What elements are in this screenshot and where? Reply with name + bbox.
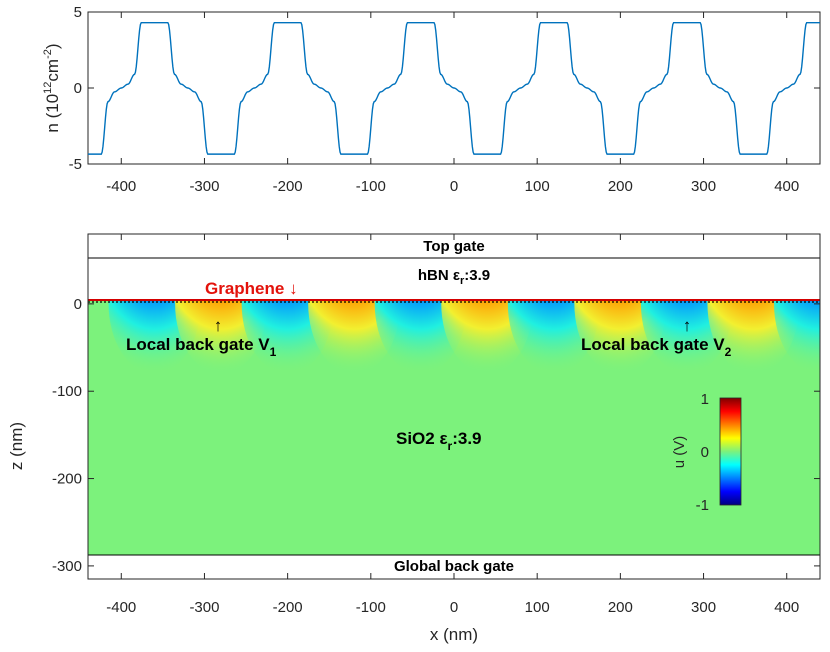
density-y-ticks: -5 0 5 xyxy=(69,4,820,173)
local-gate-1-label: Local back gate V1 xyxy=(126,335,277,359)
potential-x-tick-label: 0 xyxy=(450,599,458,616)
density-x-tick-label: 200 xyxy=(608,178,633,195)
density-series-line xyxy=(88,21,820,155)
potential-y-tick-label: -100 xyxy=(52,383,82,400)
potential-x-tick-label: -400 xyxy=(106,599,136,616)
local-gate-2-arrow: ↑ xyxy=(683,316,692,335)
density-x-tick-label: -100 xyxy=(356,178,386,195)
potential-x-tick-label: -200 xyxy=(273,599,303,616)
colorbar-tick-max: 1 xyxy=(701,391,709,408)
potential-x-tick-label: 100 xyxy=(525,599,550,616)
potential-y-tick-label: -200 xyxy=(52,471,82,488)
potential-x-tick-label: 300 xyxy=(691,599,716,616)
colorbar-tick-min: -1 xyxy=(696,497,709,514)
density-x-tick-label: 100 xyxy=(525,178,550,195)
density-plot: -400 -300 -200 -100 0 100 200 300 400 -5 0 5 n (10… xyxy=(42,4,821,195)
graphene-label: Graphene ↓ xyxy=(205,279,298,298)
potential-x-tick-label: -100 xyxy=(356,599,386,616)
density-y-tick-label: 0 xyxy=(74,80,82,97)
density-y-tick-label: 5 xyxy=(74,4,82,21)
colorbar-label: u (V) xyxy=(671,436,688,469)
hbn-label: hBN εr:3.9 xyxy=(418,267,490,287)
potential-x-tick-label: 400 xyxy=(774,599,799,616)
potential-y-ticks: 0 -100 -200 -300 xyxy=(52,296,820,575)
density-x-tick-label: 300 xyxy=(691,178,716,195)
potential-x-tick-label: 200 xyxy=(608,599,633,616)
density-x-ticks: -400 -300 -200 -100 0 100 200 300 400 xyxy=(106,12,799,195)
density-y-axis-label: n (1012cm-2) xyxy=(42,43,62,132)
colorbar xyxy=(719,397,742,506)
local-gate-2-label: Local back gate V2 xyxy=(581,335,732,359)
top-gate-label: Top gate xyxy=(423,238,484,255)
potential-y-axis-label: z (nm) xyxy=(7,422,26,470)
sio2-label: SiO2 εr:3.9 xyxy=(396,429,482,453)
density-x-tick-label: -400 xyxy=(106,178,136,195)
density-y-tick-label: -5 xyxy=(69,156,82,173)
potential-y-tick-label: -300 xyxy=(52,558,82,575)
colorbar-tick-mid: 0 xyxy=(701,444,709,461)
potential-lobe-negative xyxy=(774,300,820,374)
density-x-tick-label: -200 xyxy=(273,178,303,195)
hbn-region xyxy=(87,257,821,301)
local-gate-1-arrow: ↑ xyxy=(214,316,223,335)
potential-x-tick-label: -300 xyxy=(189,599,219,616)
potential-x-ticks: -400 -300 -200 -100 0 100 200 300 400 xyxy=(106,234,799,616)
potential-x-axis-label: x (nm) xyxy=(430,625,478,644)
global-back-gate-label: Global back gate xyxy=(394,558,514,575)
density-x-tick-label: 0 xyxy=(450,178,458,195)
density-x-tick-label: 400 xyxy=(774,178,799,195)
potential-lobes xyxy=(108,300,820,374)
density-x-tick-label: -300 xyxy=(189,178,219,195)
potential-plot: Top gate hBN εr:3.9 Graphene ↓ ↑ Local b… xyxy=(7,233,821,644)
potential-y-tick-label: 0 xyxy=(74,296,82,313)
